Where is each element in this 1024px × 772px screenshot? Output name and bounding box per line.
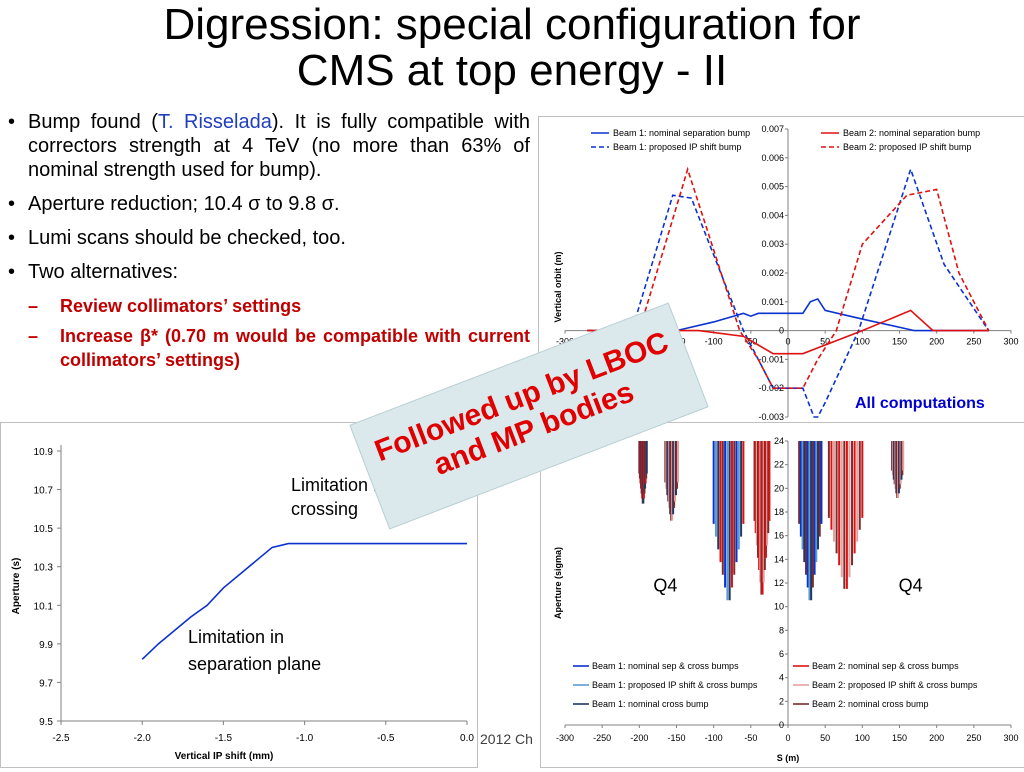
legend-label: Beam 1: nominal separation bump (613, 128, 750, 138)
x-tick-label: -1.0 (296, 733, 314, 744)
annotation-separation-line1: Limitation in (188, 627, 284, 647)
x-axis-title: S (m) (777, 753, 800, 763)
x-tick-label: 200 (929, 337, 944, 347)
y-tick-label: 24 (774, 436, 784, 446)
y-tick-label: 0.006 (761, 153, 784, 163)
x-tick-label: -200 (630, 733, 648, 743)
y-tick-label: 10 (774, 602, 784, 612)
series-line (587, 309, 989, 355)
y-tick-label: 10.7 (34, 486, 54, 497)
y-tick-label: 10.5 (34, 524, 54, 535)
y-tick-label: 0 (779, 326, 784, 336)
y-tick-label: 8 (779, 625, 784, 635)
y-tick-label: -0.003 (758, 412, 784, 422)
x-tick-label: -2.5 (52, 733, 70, 744)
bullet-3: • Lumi scans should be checked, too. (8, 227, 346, 249)
y-tick-label: 10.1 (34, 601, 54, 612)
y-tick-label: 20 (774, 483, 784, 493)
aperture-s-chart-box: 0 2 4 6 8 10 12 14 16 18 20 22 24 -300 -250 -200 -150 -10… (540, 422, 1024, 768)
x-tick-label: -250 (593, 733, 611, 743)
x-tick-label: -1.5 (215, 733, 233, 744)
x-tick-label: -2.0 (134, 733, 152, 744)
sub-bullet-1: – Review collimators’ settings (28, 296, 302, 316)
y-tick-label: 10.9 (34, 447, 54, 458)
x-tick-label: 300 (1003, 733, 1018, 743)
annotation-crossing-line2: crossing (291, 499, 358, 519)
x-tick-label: 0 (785, 337, 790, 347)
x-tick-label: -50 (744, 733, 757, 743)
legend-label: Beam 2: nominal separation bump (843, 128, 980, 138)
x-tick-label: -300 (556, 733, 574, 743)
y-tick-label: 12 (774, 578, 784, 588)
y-tick-label: -0.002 (758, 383, 784, 393)
legend-label: Beam 2: nominal sep & cross bumps (812, 661, 959, 671)
legend-label: Beam 2: proposed IP shift & cross bumps (812, 680, 978, 690)
slide-title: Digression: special configuration for CM… (0, 2, 1024, 94)
y-tick-label: 9.9 (39, 640, 53, 651)
y-tick-label: 0.005 (761, 182, 784, 192)
sub-bullet-2: – Increase β* (0.70 m would be compatibl… (28, 326, 530, 370)
x-tick-label: 150 (892, 733, 907, 743)
q4-label-left: Q4 (653, 575, 677, 595)
y-tick-label: 0.002 (761, 268, 784, 278)
y-axis-title: Aperture (sigma) (553, 547, 563, 619)
x-tick-label: 100 (855, 733, 870, 743)
x-tick-label: 200 (929, 733, 944, 743)
q4-label-right: Q4 (899, 575, 923, 595)
y-tick-label: 0.003 (761, 239, 784, 249)
annotation-separation-line2: separation plane (188, 654, 321, 674)
all-computations-label: All computations (855, 395, 985, 412)
y-tick-label: 2 (779, 696, 784, 706)
bullet-4: • Two alternatives: (8, 261, 179, 283)
legend-label: Beam 1: nominal cross bump (592, 699, 709, 709)
y-axis-title: Aperture (s) (11, 558, 22, 615)
footer-text: 2012 Ch (480, 731, 533, 747)
y-tick-label: 0 (779, 720, 784, 730)
x-tick-label: 150 (892, 337, 907, 347)
y-tick-label: 0.007 (761, 124, 784, 134)
y-tick-label: 0.001 (761, 297, 784, 307)
aperture-line (141, 542, 467, 660)
x-tick-label: 300 (1003, 337, 1018, 347)
x-tick-label: 50 (820, 733, 830, 743)
x-tick-label: -150 (667, 733, 685, 743)
annotation-crossing-line1: Limitation in (291, 475, 387, 495)
y-tick-label: 22 (774, 460, 784, 470)
y-axis-title: Vertical orbit (m) (553, 251, 563, 322)
legend-label: Beam 1: proposed IP shift bump (613, 142, 741, 152)
y-tick-label: 16 (774, 531, 784, 541)
x-tick-label: 250 (966, 733, 981, 743)
y-tick-label: 10.3 (34, 563, 54, 574)
x-tick-label: 100 (855, 337, 870, 347)
aperture-shift-chart: 9.5 9.7 9.9 10.1 10.3 10.5 10.7 10.9 -2.5 -2.0 -1.… (11, 445, 474, 762)
legend-label: Beam 2: nominal cross bump (812, 699, 929, 709)
y-tick-label: 0.004 (761, 210, 784, 220)
title-line-1: Digression: special configuration for (163, 0, 861, 49)
legend-label: Beam 2: proposed IP shift bump (843, 142, 971, 152)
x-tick-label: -0.5 (377, 733, 395, 744)
series-line (587, 166, 990, 390)
author-link: T. Risselada (157, 111, 272, 133)
title-line-2: CMS at top energy - II (296, 46, 728, 95)
bullet-list: • Bump found (T. Risselada). It is fully… (8, 110, 530, 378)
x-tick-label: -100 (705, 337, 723, 347)
y-tick-label: 18 (774, 507, 784, 517)
x-tick-label: 0 (785, 733, 790, 743)
x-tick-label: 250 (966, 337, 981, 347)
y-tick-label: 9.5 (39, 717, 53, 728)
x-tick-label: -100 (705, 733, 723, 743)
legend-label: Beam 1: nominal sep & cross bumps (592, 661, 739, 671)
y-tick-label: 6 (779, 649, 784, 659)
x-tick-label: 50 (820, 337, 830, 347)
y-tick-label: -0.001 (758, 354, 784, 364)
x-tick-label: 0.0 (460, 733, 474, 744)
bullet-2: • Aperture reduction; 10.4 σ to 9.8 σ. (8, 193, 340, 215)
x-axis-title: Vertical IP shift (mm) (175, 751, 274, 762)
legend-label: Beam 1: proposed IP shift & cross bumps (592, 680, 758, 690)
y-tick-label: 14 (774, 554, 784, 564)
y-tick-label: 9.7 (39, 678, 53, 689)
bullet-1: • Bump found (T. Risselada). It is fully… (8, 111, 530, 181)
y-tick-label: 4 (779, 673, 784, 683)
